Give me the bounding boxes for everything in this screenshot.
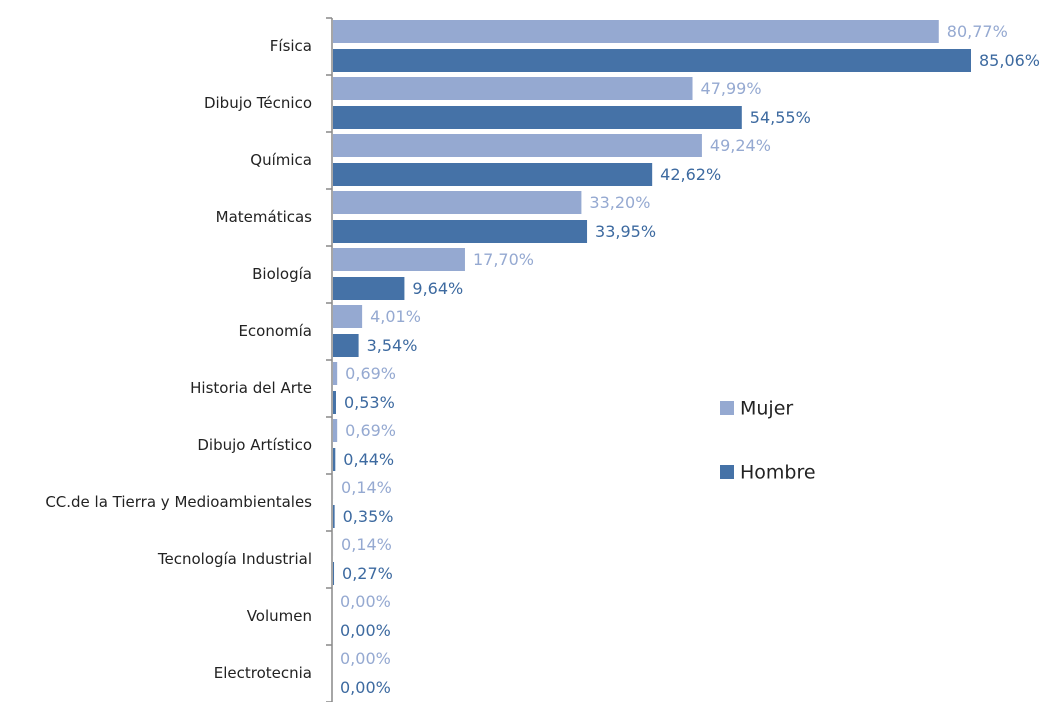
- category-label: Tecnología Industrial: [157, 550, 312, 568]
- category-label: Dibujo Técnico: [204, 94, 312, 112]
- value-label: 17,70%: [473, 250, 534, 269]
- category-label: Volumen: [247, 607, 312, 625]
- bar: [333, 419, 338, 442]
- bar: [333, 448, 336, 471]
- value-label: 33,20%: [589, 193, 650, 212]
- bar: [333, 334, 359, 357]
- bar: [333, 305, 363, 328]
- category-label: Dibujo Artístico: [197, 436, 312, 454]
- legend-swatch: [720, 401, 734, 415]
- bar: [333, 191, 582, 214]
- value-label: 9,64%: [412, 279, 463, 298]
- category-label: Electrotecnia: [214, 664, 312, 682]
- bar: [333, 163, 653, 186]
- bar: [333, 77, 693, 100]
- value-label: 0,00%: [340, 621, 391, 640]
- value-label: 85,06%: [979, 51, 1040, 70]
- value-label: 0,00%: [340, 592, 391, 611]
- value-label: 4,01%: [370, 307, 421, 326]
- bar: [333, 391, 336, 414]
- value-label: 0,44%: [343, 450, 394, 469]
- value-label: 3,54%: [367, 336, 418, 355]
- bar: [333, 362, 338, 385]
- bar: [333, 248, 465, 271]
- value-label: 49,24%: [710, 136, 771, 155]
- category-label: Biología: [252, 265, 312, 283]
- value-label: 0,00%: [340, 649, 391, 668]
- value-label: 54,55%: [750, 108, 811, 127]
- category-label: Matemáticas: [216, 208, 313, 226]
- category-label: Química: [250, 151, 312, 169]
- category-label: CC.de la Tierra y Medioambientales: [45, 493, 312, 511]
- value-label: 0,00%: [340, 678, 391, 697]
- bar: [333, 220, 588, 243]
- legend-label: Mujer: [740, 398, 793, 420]
- bar: [333, 505, 335, 528]
- value-label: 33,95%: [595, 222, 656, 241]
- bar: [333, 277, 405, 300]
- legend-swatch: [720, 465, 734, 479]
- value-label: 0,35%: [343, 507, 394, 526]
- bar: [333, 20, 939, 43]
- value-label: 0,27%: [342, 564, 393, 583]
- value-label: 42,62%: [660, 165, 721, 184]
- bar: [333, 49, 971, 72]
- bar: [333, 562, 335, 585]
- value-label: 0,14%: [341, 478, 392, 497]
- value-label: 0,69%: [345, 364, 396, 383]
- category-label: Física: [270, 37, 312, 55]
- bar: [333, 134, 702, 157]
- category-label: Historia del Arte: [190, 379, 312, 397]
- category-label: Economía: [238, 322, 312, 340]
- value-label: 0,69%: [345, 421, 396, 440]
- value-label: 47,99%: [701, 79, 762, 98]
- value-label: 0,53%: [344, 393, 395, 412]
- value-label: 0,14%: [341, 535, 392, 554]
- bar: [333, 106, 742, 129]
- legend-label: Hombre: [740, 462, 816, 484]
- value-label: 80,77%: [947, 22, 1008, 41]
